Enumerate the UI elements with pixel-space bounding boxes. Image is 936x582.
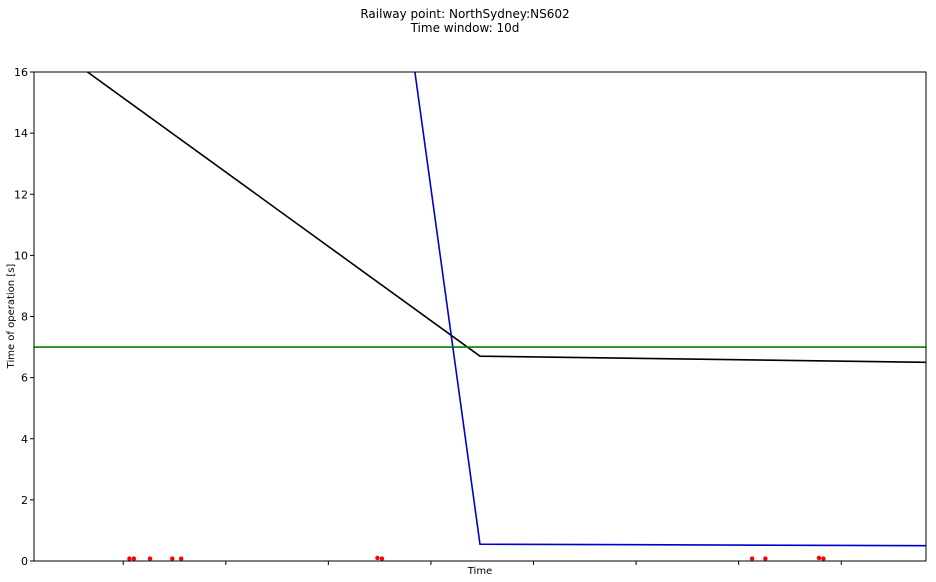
y-tick-label: 10: [14, 249, 28, 262]
y-tick-label: 12: [14, 188, 28, 201]
scatter-point: [763, 556, 768, 561]
y-tick-label: 4: [21, 433, 28, 446]
y-tick-label: 16: [14, 66, 28, 79]
scatter-point: [379, 556, 385, 561]
scatter-point: [816, 555, 822, 561]
scatter-point: [375, 555, 380, 561]
scatter-point: [749, 556, 755, 561]
y-tick-label: 2: [21, 494, 28, 507]
y-tick-label: 0: [21, 555, 28, 568]
y-axis: 0 2 4 6 8 10 12 14 16: [14, 66, 34, 568]
x-axis-label: Time: [467, 566, 492, 577]
plot-lines: [34, 71, 927, 547]
chart-title-line-2: Time window: 10d: [410, 21, 520, 35]
scatter-point: [170, 556, 175, 561]
scatter-point: [179, 556, 184, 561]
y-tick-label: 6: [21, 372, 28, 385]
scatter-point: [127, 556, 132, 561]
y-axis-label: Time of operation [s]: [6, 264, 17, 370]
scatter-point: [147, 556, 153, 561]
scatter-point: [821, 556, 826, 561]
series-line-1: [87, 71, 927, 364]
scatter-point: [131, 556, 137, 561]
series-line-2: [414, 71, 927, 547]
y-tick-label: 14: [14, 127, 28, 140]
chart-title-line-1: Railway point: NorthSydney:NS602: [360, 7, 569, 21]
x-axis: [122, 561, 842, 565]
y-tick-label: 8: [21, 311, 28, 324]
plot-frame: [33, 71, 927, 562]
plot-points: [127, 555, 826, 561]
